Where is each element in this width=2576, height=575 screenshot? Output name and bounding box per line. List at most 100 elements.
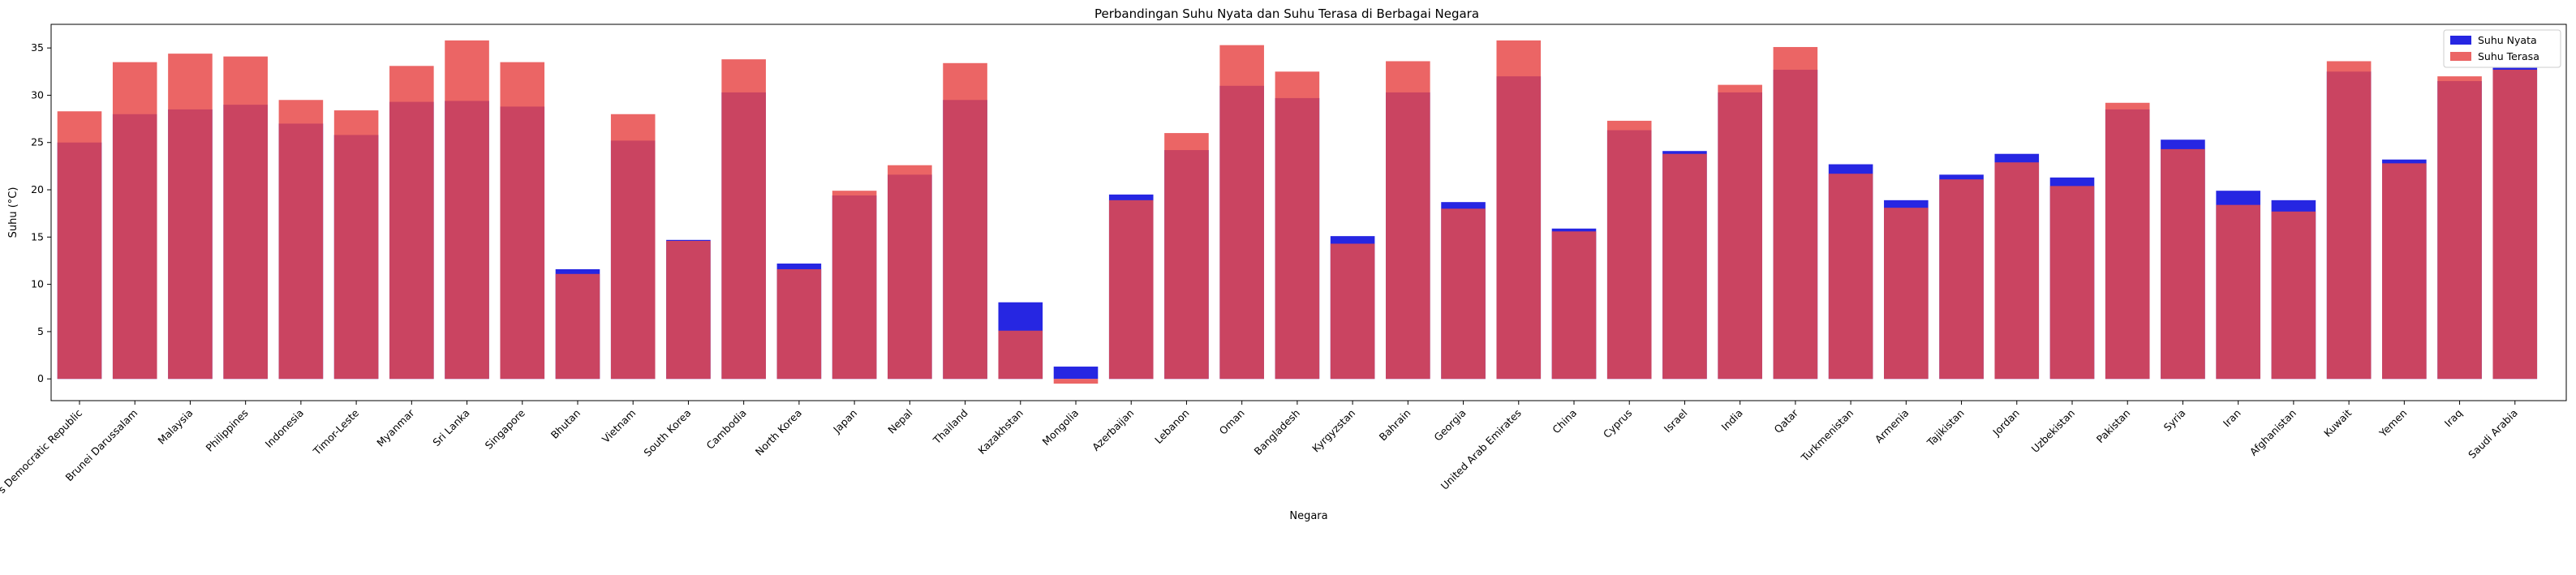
bar-suhu-terasa — [1108, 200, 1154, 380]
bars-layer — [57, 40, 2538, 384]
y-tick-label: 30 — [31, 88, 44, 101]
bar-suhu-terasa — [112, 62, 157, 380]
bar-suhu-terasa — [389, 66, 434, 380]
legend-box — [2443, 29, 2561, 68]
bar-suhu-terasa — [333, 110, 379, 380]
bar-suhu-terasa — [1939, 179, 1984, 380]
bar-suhu-terasa — [278, 100, 324, 380]
x-tick-label: Sri Lanka — [430, 407, 471, 448]
bar-suhu-terasa — [1551, 231, 1597, 380]
bar-suhu-terasa — [2271, 211, 2316, 380]
bar-suhu-terasa — [2105, 102, 2150, 380]
bar-suhu-terasa — [555, 273, 600, 380]
x-tick-label: India — [1718, 407, 1744, 433]
bar-suhu-terasa — [1275, 71, 1320, 380]
x-tick-label: Bahrain — [1377, 407, 1413, 444]
bar-suhu-terasa — [888, 165, 932, 380]
bar-suhu-terasa — [943, 62, 987, 380]
x-tick-label: Vietnam — [600, 407, 638, 445]
bar-suhu-terasa — [1773, 46, 1818, 380]
x-tick-label: Bangladesh — [1252, 407, 1302, 457]
x-tick-label: Lebanon — [1152, 407, 1191, 446]
x-tick-label: Syria — [2161, 407, 2188, 434]
x-tick-label: Indonesia — [263, 407, 306, 450]
bar-suhu-terasa — [57, 111, 102, 380]
bar-suhu-terasa — [1828, 174, 1873, 380]
bar-suhu-terasa — [500, 62, 545, 380]
x-tick-label: Mongolia — [1040, 407, 1082, 448]
x-axis-label: Negara — [1289, 510, 1327, 522]
bar-suhu-terasa — [1884, 208, 1929, 380]
x-tick-label: Georgia — [1431, 407, 1468, 444]
y-tick-label: 20 — [31, 183, 44, 195]
y-tick-label: 5 — [37, 325, 44, 337]
bar-suhu-terasa — [1386, 61, 1430, 380]
x-tick-label: Singapore — [483, 406, 527, 451]
x-tick-label: Iran — [2221, 407, 2243, 430]
bar-suhu-terasa — [168, 54, 213, 380]
bar-suhu-terasa — [2437, 76, 2482, 380]
bar-suhu-terasa — [2049, 186, 2095, 380]
x-tick-label: Uzbekistan — [2029, 407, 2077, 455]
x-tick-label: Jordan — [1989, 407, 2021, 439]
bar-suhu-terasa — [610, 114, 656, 380]
bar-suhu-terasa — [1606, 120, 1652, 380]
y-tick-label: 25 — [31, 136, 44, 148]
x-tick-label: Tajikistan — [1924, 407, 1966, 449]
x-tick-label: Iraq — [2442, 407, 2465, 430]
x-tick-label: Azerbaijan — [1090, 407, 1136, 453]
bar-suhu-terasa — [2326, 61, 2372, 380]
y-tick-label: 15 — [31, 230, 44, 242]
bar-suhu-nyata — [1053, 367, 1099, 380]
x-tick-label: Japan — [830, 407, 859, 436]
x-tick-label: Thailand — [930, 407, 970, 447]
x-tick-label: Philippines — [204, 407, 251, 454]
x-tick-label: North Korea — [753, 407, 804, 458]
x-tick-label: Kyrgyzstan — [1310, 407, 1357, 455]
bar-suhu-terasa — [832, 191, 877, 380]
bar-suhu-terasa — [666, 240, 711, 380]
bar-suhu-terasa — [1219, 45, 1264, 380]
legend-label: Suhu Nyata — [2478, 34, 2537, 46]
legend: Suhu Nyata Suhu Terasa — [2443, 29, 2561, 68]
bar-suhu-terasa — [1994, 162, 2040, 380]
bar-suhu-terasa — [998, 330, 1043, 380]
x-tick-label: Timor-Leste — [310, 406, 361, 457]
x-tick-label: Kuwait — [2321, 406, 2354, 439]
legend-label: Suhu Terasa — [2478, 50, 2539, 62]
chart-title: Perbandingan Suhu Nyata dan Suhu Terasa … — [1094, 6, 1479, 21]
x-tick-label: Israel — [1662, 407, 1690, 436]
y-tick-label: 35 — [31, 41, 44, 54]
x-tick-label: Nepal — [885, 407, 914, 436]
bar-suhu-terasa — [1718, 84, 1762, 380]
bar-suhu-terasa — [2382, 163, 2427, 380]
bar-suhu-terasa — [721, 59, 766, 380]
x-tick-label: Cyprus — [1601, 407, 1634, 440]
bar-suhu-terasa — [1164, 133, 1209, 380]
bar-suhu-terasa — [2492, 69, 2538, 380]
x-tick-label: Turkmenistan — [1798, 407, 1856, 465]
bar-suhu-terasa — [1053, 379, 1099, 384]
x-tick-label: Oman — [1217, 407, 1247, 437]
bar-suhu-terasa — [2216, 204, 2260, 380]
x-tick-label: Bhutan — [548, 407, 583, 441]
x-tick-label: Cambodia — [703, 407, 748, 452]
x-tick-label: Afghanistan — [2247, 407, 2299, 458]
y-tick-label: 0 — [37, 372, 44, 384]
x-tick-label: Yemen — [2376, 407, 2410, 440]
bar-suhu-terasa — [445, 40, 489, 380]
plot-frame — [50, 24, 2567, 401]
bar-suhu-terasa — [776, 268, 822, 380]
legend-swatch — [2450, 36, 2471, 45]
x-tick-label: South Korea — [641, 407, 693, 459]
x-tick-label: Malaysia — [155, 407, 195, 447]
x-tick-label: Myanmar — [374, 406, 417, 449]
x-tick-label: Kazakhstan — [975, 407, 1026, 457]
bar-suhu-terasa — [1496, 40, 1542, 380]
bar-suhu-terasa — [223, 56, 268, 380]
x-tick-label: China — [1550, 407, 1579, 436]
legend-swatch — [2450, 52, 2471, 61]
y-axis: 0 5 10 15 20 25 30 35 — [31, 41, 51, 384]
